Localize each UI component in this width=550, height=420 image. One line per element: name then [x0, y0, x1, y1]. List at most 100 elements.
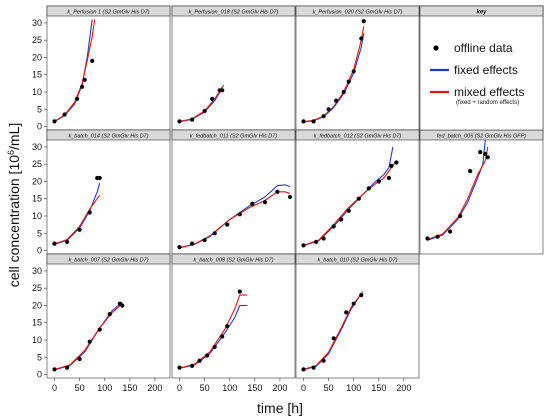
offline-data-point — [65, 239, 70, 244]
panel-frame — [295, 253, 420, 379]
offline-data-point — [356, 196, 361, 201]
key-mixed-sublabel: (fixed + random effects) — [456, 100, 519, 106]
mixed-effects-line — [427, 146, 489, 241]
offline-data-point — [346, 208, 351, 213]
panel-6: k_fedbatch_011 (S2 GmGlv His D7) — [171, 129, 296, 255]
offline-data-point — [361, 19, 366, 24]
offline-data-point — [394, 160, 399, 165]
offline-data-point — [177, 245, 182, 250]
offline-data-point — [314, 239, 319, 244]
panel-5: k_batch_014 (S2 GmGlv His D7) 0 5 10 15 20 25 3… — [32, 129, 171, 256]
x-tick-label: 50 — [75, 383, 85, 393]
x-axis-title: time [h] — [257, 400, 303, 416]
x-tick-label: 150 — [247, 383, 262, 393]
offline-data-point — [190, 241, 195, 246]
x-tick-label: 0 — [301, 383, 306, 393]
key-title: key — [476, 10, 487, 16]
offline-data-point — [190, 117, 195, 122]
key-frame — [419, 5, 544, 131]
y-tick-label: 10 — [32, 335, 42, 345]
y-tick-label: 25 — [32, 35, 42, 45]
panel-frame — [295, 129, 420, 255]
fixed-effects-line — [54, 183, 101, 245]
offline-data-point — [87, 339, 92, 344]
x-tick-label: 200 — [272, 383, 287, 393]
offline-data-point — [190, 363, 195, 368]
y-tick-label: 5 — [37, 352, 42, 362]
x-tick-label: 100 — [346, 383, 361, 393]
y-tick-label: 15 — [32, 318, 42, 328]
panel-strip — [295, 129, 420, 141]
panel-strip — [295, 253, 420, 265]
offline-data-point — [425, 236, 430, 241]
y-axis-title: cell concentration [106/mL] — [6, 123, 22, 288]
offline-data-point — [376, 179, 381, 184]
offline-data-point — [97, 327, 102, 332]
offline-data-point — [237, 212, 242, 217]
y-axis-title-sup: 6 — [6, 150, 16, 155]
offline-data-point — [301, 243, 306, 248]
y-tick-label: 0 — [37, 122, 42, 132]
x-tick-label: 100 — [222, 383, 237, 393]
y-tick-label: 0 — [37, 370, 42, 380]
offline-data-point — [351, 301, 356, 306]
offline-data-point — [359, 293, 364, 298]
y-tick-label: 10 — [32, 211, 42, 221]
offline-data-point — [311, 119, 316, 124]
key-panel: key offline data fixed effects mixed eff… — [419, 5, 544, 131]
x-tick-label: 200 — [147, 383, 162, 393]
x-tick-label: 50 — [200, 383, 210, 393]
mixed-effects-line — [303, 160, 397, 246]
offline-data-point — [301, 367, 306, 372]
offline-data-point — [82, 77, 87, 82]
y-tick-label: 25 — [32, 283, 42, 293]
offline-data-point — [90, 58, 95, 64]
offline-data-point — [80, 84, 85, 89]
panel-strip — [46, 253, 171, 265]
x-tick-label: 0 — [52, 383, 57, 393]
y-tick-label: 25 — [32, 159, 42, 169]
panel-strip — [295, 5, 420, 17]
offline-data-point — [448, 229, 453, 234]
offline-data-point — [197, 358, 202, 363]
offline-data-point — [52, 119, 57, 124]
panel-title: k_Perfusion_018 (S2 GmGlv His D7) — [189, 9, 279, 15]
offline-data-point — [225, 324, 230, 329]
panel-strip — [46, 129, 171, 141]
offline-data-point — [311, 365, 316, 370]
offline-data-point — [62, 112, 67, 117]
panel-title: fed_batch_005 (S2 GmGlv His GFP) — [437, 133, 526, 139]
mixed-effects-line — [179, 294, 248, 369]
y-tick-label: 0 — [37, 246, 42, 256]
panel-11: k_batch_010 (S2 GmGlv His D7) 0 50 100 150 20… — [295, 253, 420, 393]
panel-strip — [171, 5, 296, 17]
offline-data-point — [389, 163, 394, 168]
y-tick-label: 15 — [32, 194, 42, 204]
offline-data-point — [52, 241, 57, 246]
offline-data-point — [301, 119, 306, 124]
x-tick-label: 150 — [122, 383, 137, 393]
y-tick-label: 5 — [37, 104, 42, 114]
x-tick-label: 0 — [177, 383, 182, 393]
offline-data-point — [351, 69, 356, 74]
offline-data-point — [321, 236, 326, 241]
offline-data-point — [77, 356, 82, 362]
panel-frame — [171, 253, 296, 379]
key-offline-marker — [433, 45, 439, 51]
offline-data-point — [87, 210, 92, 215]
panel-frame — [171, 129, 296, 255]
x-tick-label: 50 — [324, 383, 334, 393]
x-tick-label: 200 — [396, 383, 411, 393]
offline-data-point — [52, 367, 57, 372]
key-offline-label: offline data — [454, 41, 513, 55]
offline-data-point — [275, 189, 280, 194]
offline-data-point — [220, 88, 225, 93]
panel-1: k_Perfusion 1 (S2 GmGlv His D7) 0 5 10 15 20 2… — [32, 5, 171, 132]
offline-data-point — [359, 36, 364, 41]
offline-data-point — [344, 310, 349, 315]
y-tick-label: 30 — [32, 266, 42, 276]
y-axis-title-end: /mL] — [6, 123, 22, 150]
key-strip — [419, 5, 544, 17]
y-tick-label: 30 — [32, 18, 42, 28]
offline-data-point — [212, 231, 217, 236]
